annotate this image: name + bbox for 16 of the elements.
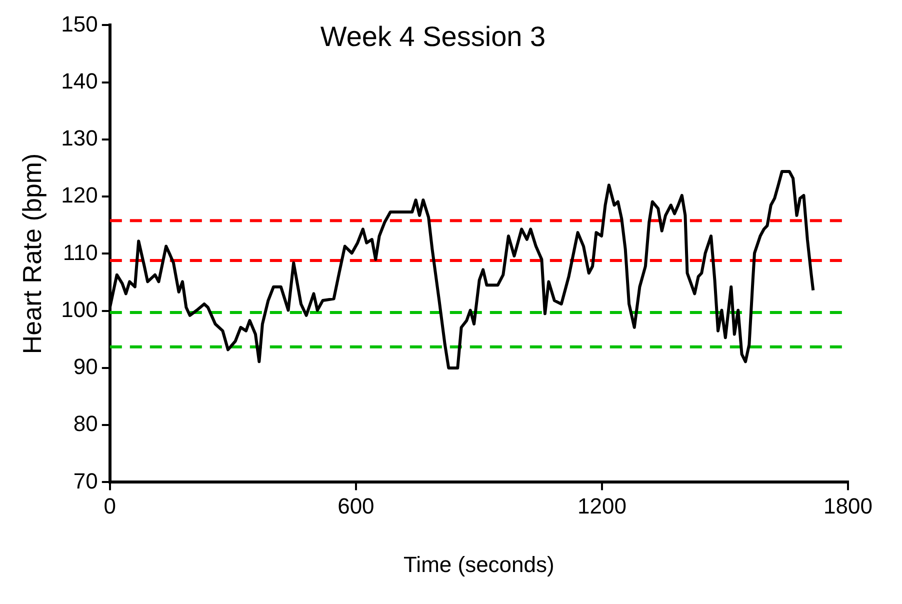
y-tick-label: 110 <box>62 240 98 265</box>
y-tick-label: 150 <box>61 11 98 36</box>
y-tick-label: 70 <box>73 468 98 494</box>
x-tick-label: 600 <box>338 493 374 518</box>
y-tick-label: 130 <box>61 126 98 151</box>
chart-title: Week 4 Session 3 <box>320 21 546 52</box>
x-tick-label: 1200 <box>577 493 626 518</box>
x-axis-title: Time (seconds) <box>404 552 554 577</box>
y-tick-label: 100 <box>61 296 98 322</box>
y-tick-label: 140 <box>61 68 98 94</box>
y-tick-label: 120 <box>61 182 98 208</box>
y-tick-label: 90 <box>73 354 98 380</box>
x-tick-label: 1800 <box>824 493 872 518</box>
y-axis-title: Heart Rate (bpm) <box>16 153 47 354</box>
x-tick-label: 0 <box>104 493 116 518</box>
y-tick-label: 80 <box>73 411 98 436</box>
